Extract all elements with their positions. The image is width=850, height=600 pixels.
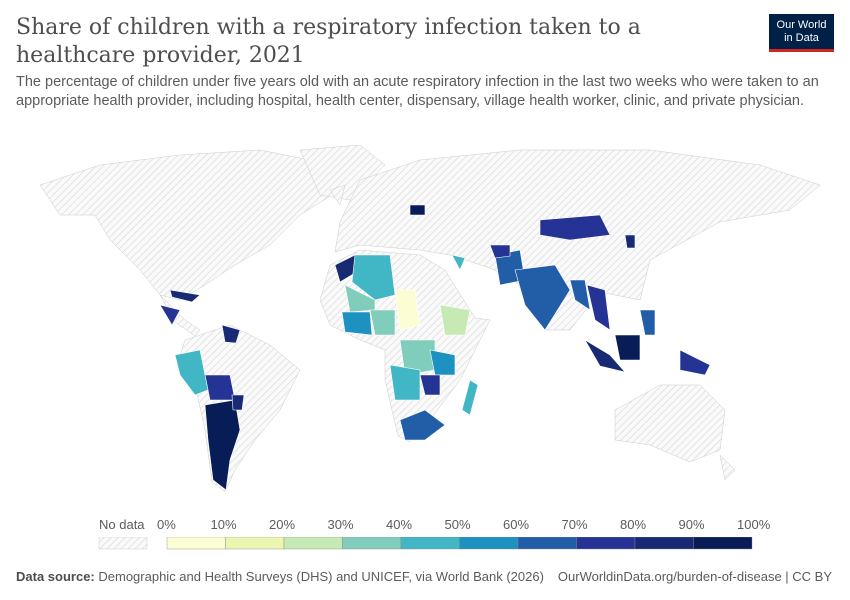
legend-tick-label: 20%: [269, 517, 296, 532]
no-data-region: [329, 184, 346, 206]
owid-logo[interactable]: Our World in Data: [769, 14, 834, 52]
legend-bin-swatch: [459, 537, 519, 550]
country-region[interactable]: [369, 309, 396, 336]
country-region[interactable]: [569, 279, 591, 311]
country-region[interactable]: [489, 244, 511, 259]
world-map: [39, 144, 821, 493]
legend-bin-swatch: [400, 537, 460, 550]
country-region[interactable]: [514, 264, 571, 331]
source-url-link[interactable]: OurWorldinData.org/burden-of-disease | C…: [557, 569, 832, 584]
country-region[interactable]: [204, 399, 241, 491]
legend-tick-label: 100%: [737, 517, 771, 532]
country-region[interactable]: [351, 254, 396, 301]
legend-bin-swatch: [342, 537, 402, 550]
data-source: Data source: Demographic and Health Surv…: [16, 569, 544, 584]
country-region[interactable]: [159, 304, 181, 326]
legend-no-data-swatch: [98, 537, 148, 550]
country-region[interactable]: [624, 234, 636, 249]
legend-bin-swatch: [166, 537, 226, 550]
legend-tick-label: 80%: [620, 517, 647, 532]
country-region[interactable]: [394, 289, 421, 331]
countries-with-data: [159, 204, 711, 491]
country-region[interactable]: [614, 334, 641, 361]
no-data-region: [614, 384, 726, 463]
country-region[interactable]: [639, 309, 656, 336]
country-region[interactable]: [584, 339, 626, 373]
country-region[interactable]: [679, 349, 711, 376]
chart-subtitle: The percentage of children under five ye…: [16, 74, 819, 109]
no-data-region: [719, 454, 736, 481]
country-region[interactable]: [461, 379, 479, 416]
country-region[interactable]: [539, 214, 611, 241]
country-region[interactable]: [231, 394, 245, 411]
country-region[interactable]: [204, 374, 236, 401]
no-data-region: [39, 149, 341, 301]
land-no-data: [39, 144, 821, 493]
legend-bin-swatch: [576, 537, 636, 550]
country-region[interactable]: [419, 374, 441, 396]
legend-bin-swatch: [634, 537, 694, 550]
country-region[interactable]: [586, 284, 611, 331]
data-source-label: Data source:: [16, 569, 95, 584]
legend-bin-swatch: [693, 537, 753, 550]
country-region[interactable]: [399, 409, 446, 441]
chart-title: Share of children with a respiratory inf…: [16, 15, 641, 68]
country-region[interactable]: [389, 364, 421, 401]
legend-bin-swatch: [225, 537, 285, 550]
country-region[interactable]: [341, 311, 373, 336]
legend-bin-swatch: [517, 537, 577, 550]
legend-tick-label: 70%: [561, 517, 588, 532]
legend-tick-label: 0%: [157, 517, 176, 532]
country-region[interactable]: [409, 204, 426, 216]
country-region[interactable]: [174, 349, 209, 396]
legend-bin-swatch: [283, 537, 343, 550]
country-region[interactable]: [221, 324, 241, 344]
legend-tick-label: 60%: [503, 517, 530, 532]
country-region[interactable]: [451, 254, 466, 271]
legend-tick-label: 50%: [444, 517, 471, 532]
country-region[interactable]: [439, 304, 471, 336]
country-region[interactable]: [429, 349, 456, 376]
legend-tick-label: 10%: [210, 517, 237, 532]
legend-tick-label: 30%: [327, 517, 354, 532]
legend-tick-label: 90%: [678, 517, 705, 532]
legend-no-data-label: No data: [99, 517, 145, 532]
legend-swatches: [98, 537, 753, 550]
country-region[interactable]: [169, 289, 201, 303]
logo-line-1: Our World: [776, 19, 827, 31]
no-data-region: [334, 149, 821, 331]
data-source-text: Demographic and Health Surveys (DHS) and…: [98, 569, 544, 584]
legend-tick-label: 40%: [386, 517, 413, 532]
logo-line-2: in Data: [784, 32, 819, 44]
